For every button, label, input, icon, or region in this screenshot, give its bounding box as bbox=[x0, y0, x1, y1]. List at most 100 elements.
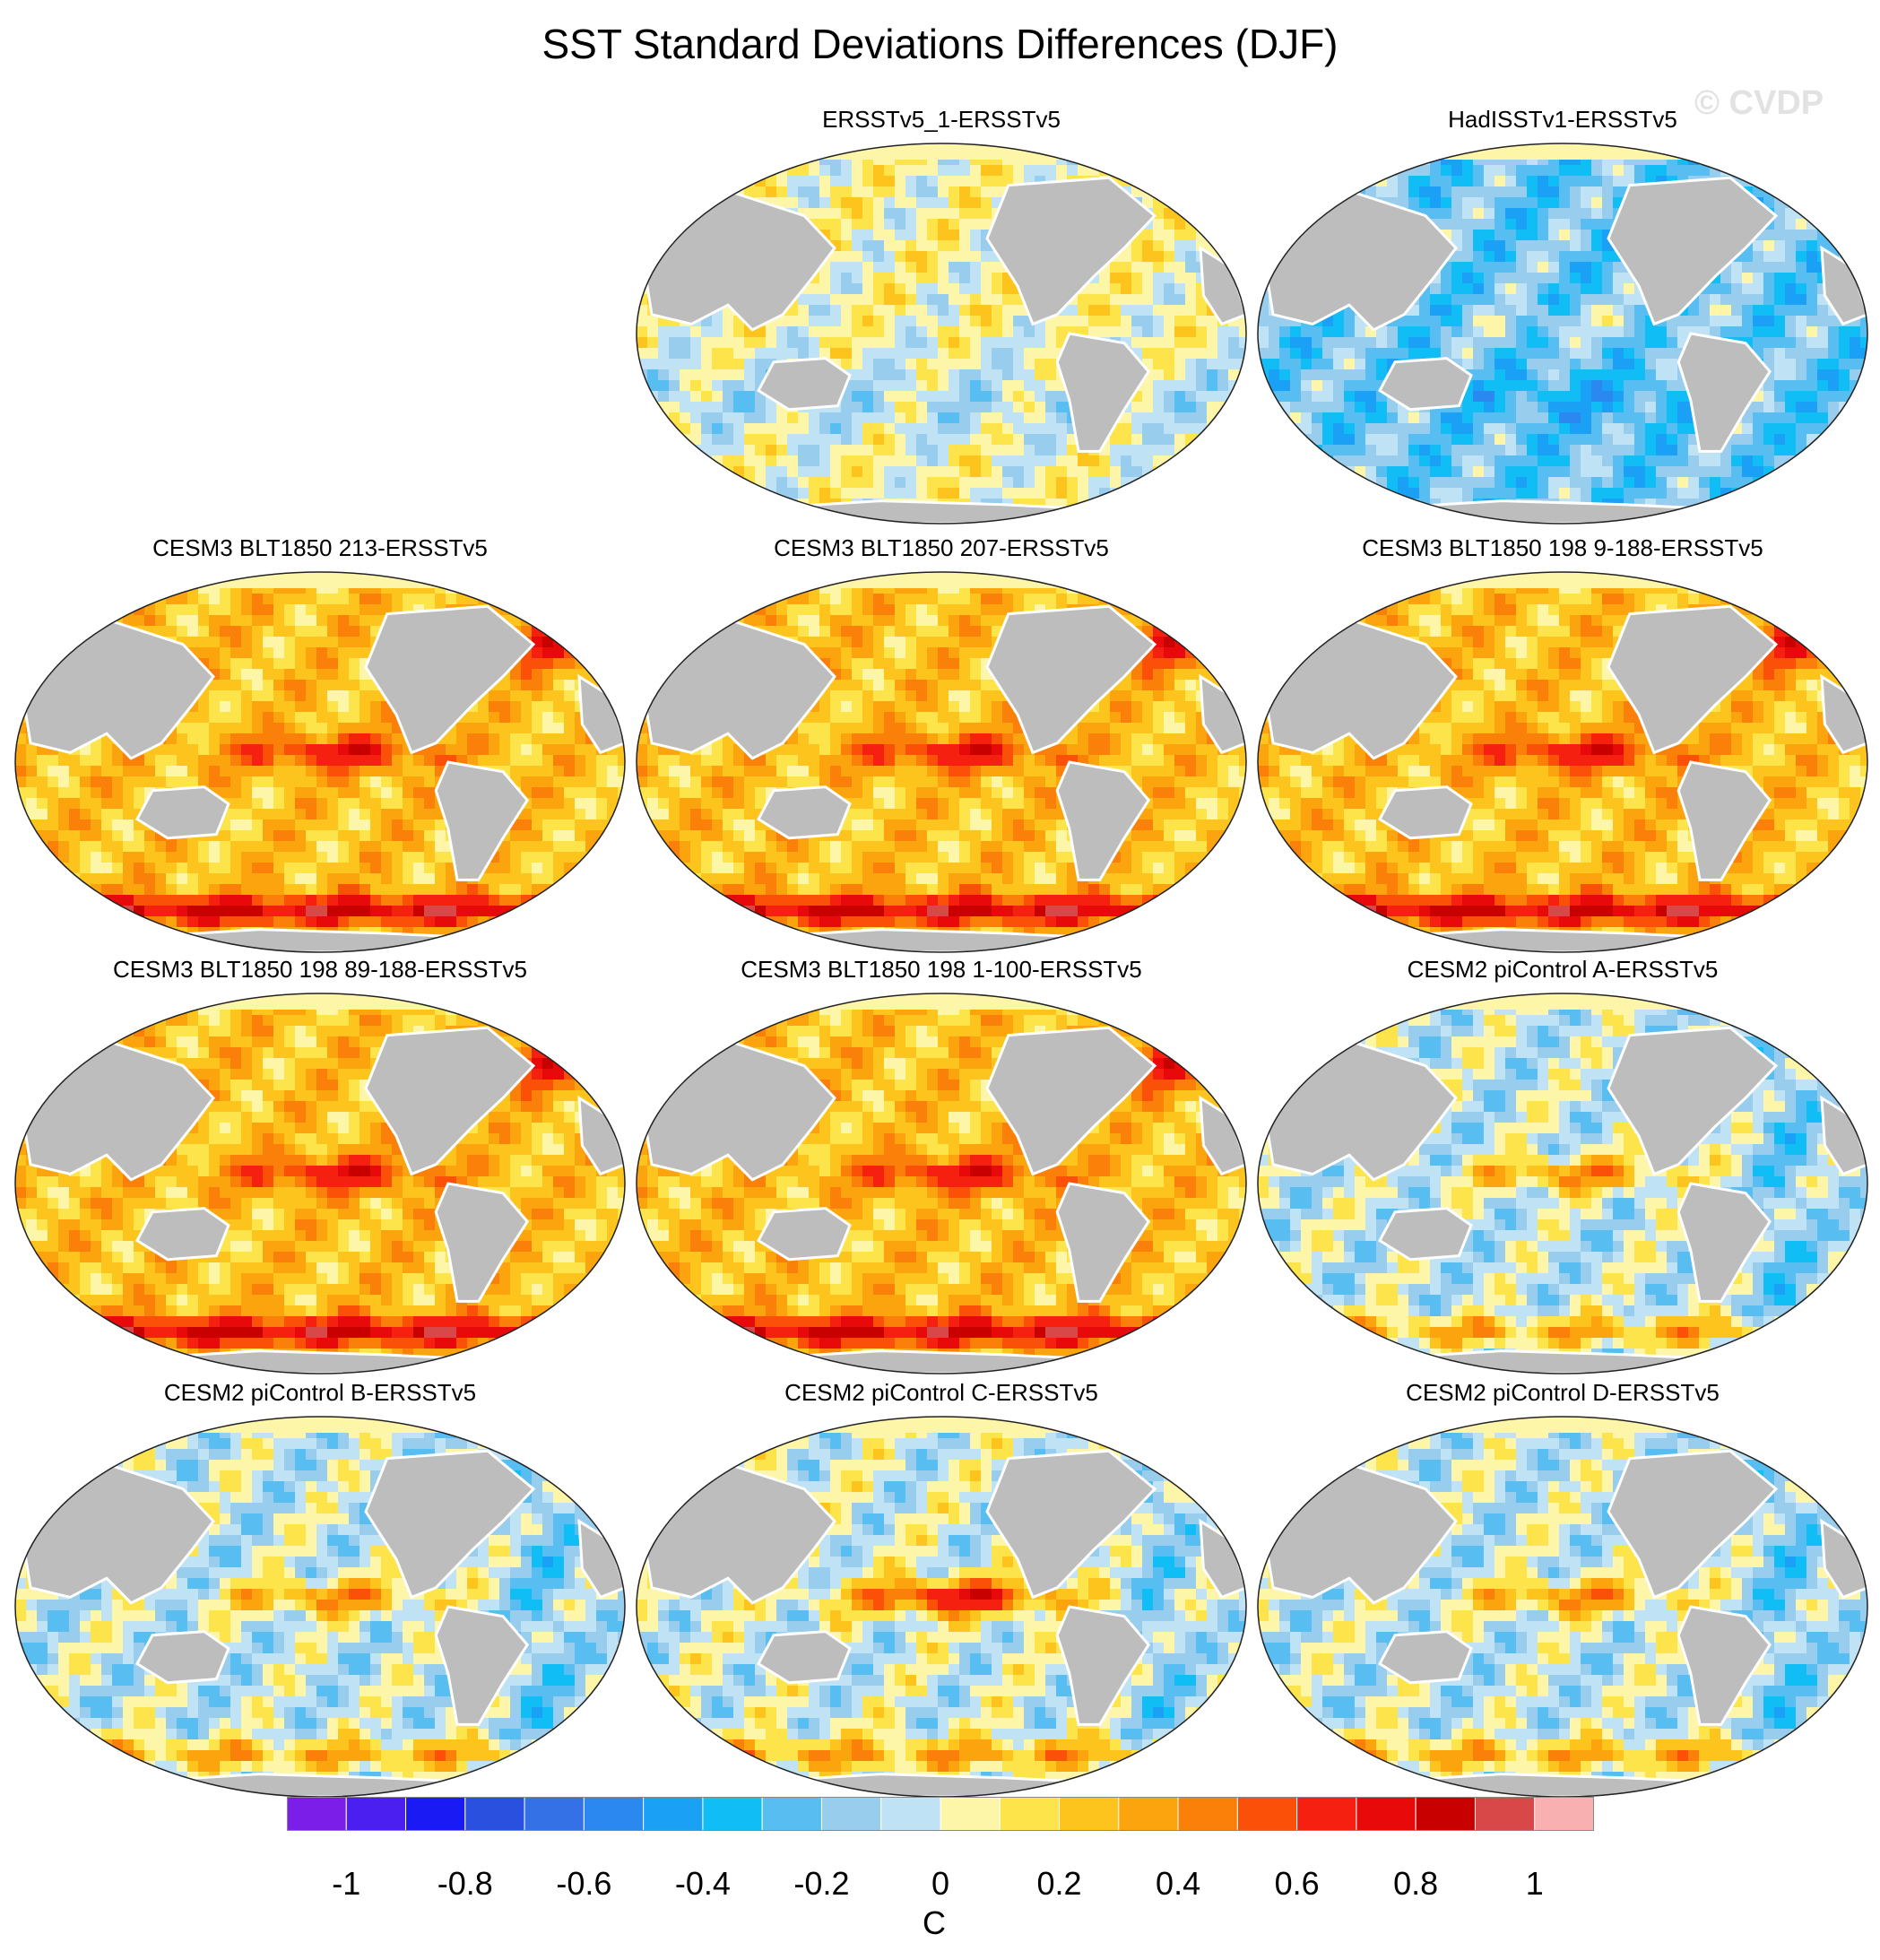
field-cell bbox=[895, 488, 906, 499]
field-cell bbox=[701, 434, 713, 446]
field-cell bbox=[1602, 445, 1614, 456]
field-cell bbox=[1774, 326, 1786, 338]
field-cell bbox=[230, 820, 242, 831]
field-cell bbox=[744, 412, 756, 424]
field-cell bbox=[1408, 488, 1420, 499]
field-cell bbox=[123, 820, 134, 831]
field-cell bbox=[1645, 369, 1657, 381]
field-cell bbox=[1699, 455, 1711, 467]
field-cell bbox=[1667, 359, 1678, 370]
field-cell bbox=[690, 326, 702, 338]
field-cell bbox=[413, 776, 425, 788]
field-cell bbox=[1451, 348, 1463, 360]
field-cell bbox=[1624, 434, 1635, 446]
field-cell bbox=[1430, 283, 1442, 295]
field-cell bbox=[690, 391, 702, 403]
field-cell bbox=[1269, 348, 1280, 360]
field-cell bbox=[1624, 316, 1635, 327]
field-cell bbox=[1164, 273, 1175, 284]
field-cell bbox=[1441, 423, 1452, 435]
field-cell bbox=[273, 798, 285, 810]
field-cell bbox=[177, 916, 188, 928]
field-cell bbox=[992, 337, 1003, 349]
field-cell bbox=[970, 197, 982, 209]
field-cell bbox=[58, 766, 70, 777]
field-cell bbox=[1516, 488, 1528, 499]
field-cell bbox=[1785, 283, 1797, 295]
field-cell bbox=[1785, 348, 1797, 360]
field-cell bbox=[1538, 230, 1549, 241]
field-cell bbox=[1174, 305, 1186, 317]
field-cell bbox=[360, 830, 371, 842]
field-cell bbox=[787, 197, 799, 209]
field-cell bbox=[187, 884, 199, 896]
field-cell bbox=[1538, 477, 1549, 489]
field-cell bbox=[1035, 380, 1046, 392]
field-cell bbox=[1742, 434, 1754, 446]
field-cell bbox=[1473, 445, 1485, 456]
field-cell bbox=[1279, 391, 1291, 403]
field-cell bbox=[852, 326, 863, 338]
field-cell bbox=[327, 669, 339, 681]
field-cell bbox=[1408, 445, 1420, 456]
field-cell bbox=[284, 647, 296, 659]
field-cell bbox=[841, 219, 853, 230]
field-cell bbox=[744, 402, 756, 413]
field-cell bbox=[144, 755, 156, 767]
field-cell bbox=[1774, 455, 1786, 467]
field-cell bbox=[1153, 326, 1165, 338]
field-cell bbox=[489, 733, 500, 745]
field-cell bbox=[1613, 412, 1624, 424]
field-cell bbox=[1002, 402, 1014, 413]
field-cell bbox=[733, 369, 745, 381]
field-cell bbox=[1677, 466, 1689, 478]
field-cell bbox=[895, 240, 906, 252]
field-cell bbox=[1634, 455, 1646, 467]
field-cell bbox=[306, 712, 317, 724]
field-cell bbox=[521, 755, 533, 767]
field-cell bbox=[1516, 219, 1528, 230]
field-cell bbox=[1430, 423, 1442, 435]
field-cell bbox=[349, 798, 360, 810]
field-cell bbox=[1753, 251, 1764, 263]
field-cell bbox=[1613, 165, 1624, 177]
field-cell bbox=[1634, 337, 1646, 349]
field-cell bbox=[1279, 369, 1291, 381]
field-cell bbox=[701, 402, 713, 413]
field-cell bbox=[992, 176, 1003, 187]
field-cell bbox=[938, 380, 949, 392]
field-cell bbox=[564, 701, 576, 713]
field-cell bbox=[938, 230, 949, 241]
field-cell bbox=[316, 830, 328, 842]
field-cell bbox=[809, 294, 820, 306]
field-cell bbox=[338, 744, 350, 756]
field-cell bbox=[669, 412, 680, 424]
field-cell bbox=[1312, 423, 1323, 435]
field-cell bbox=[241, 895, 253, 906]
field-cell bbox=[166, 884, 178, 896]
field-cell bbox=[327, 830, 339, 842]
field-cell bbox=[647, 359, 659, 370]
field-cell bbox=[1333, 337, 1345, 349]
field-cell bbox=[766, 176, 777, 187]
field-cell bbox=[1591, 305, 1603, 317]
field-cell bbox=[1035, 423, 1046, 435]
field-cell bbox=[349, 669, 360, 681]
field-cell bbox=[1164, 294, 1175, 306]
field-cell bbox=[1828, 359, 1840, 370]
field-cell bbox=[252, 615, 264, 627]
field-cell bbox=[91, 755, 102, 767]
field-cell bbox=[1570, 262, 1581, 273]
field-cell bbox=[1131, 262, 1143, 273]
field-cell bbox=[1462, 455, 1474, 467]
field-cell bbox=[499, 733, 511, 745]
field-cell bbox=[80, 787, 91, 799]
field-cell bbox=[938, 186, 949, 198]
field-cell bbox=[1516, 348, 1528, 360]
field-cell bbox=[1785, 380, 1797, 392]
field-cell bbox=[456, 916, 468, 928]
field-cell bbox=[424, 798, 436, 810]
field-cell bbox=[1548, 445, 1560, 456]
field-cell bbox=[1516, 186, 1528, 198]
field-cell bbox=[701, 369, 713, 381]
